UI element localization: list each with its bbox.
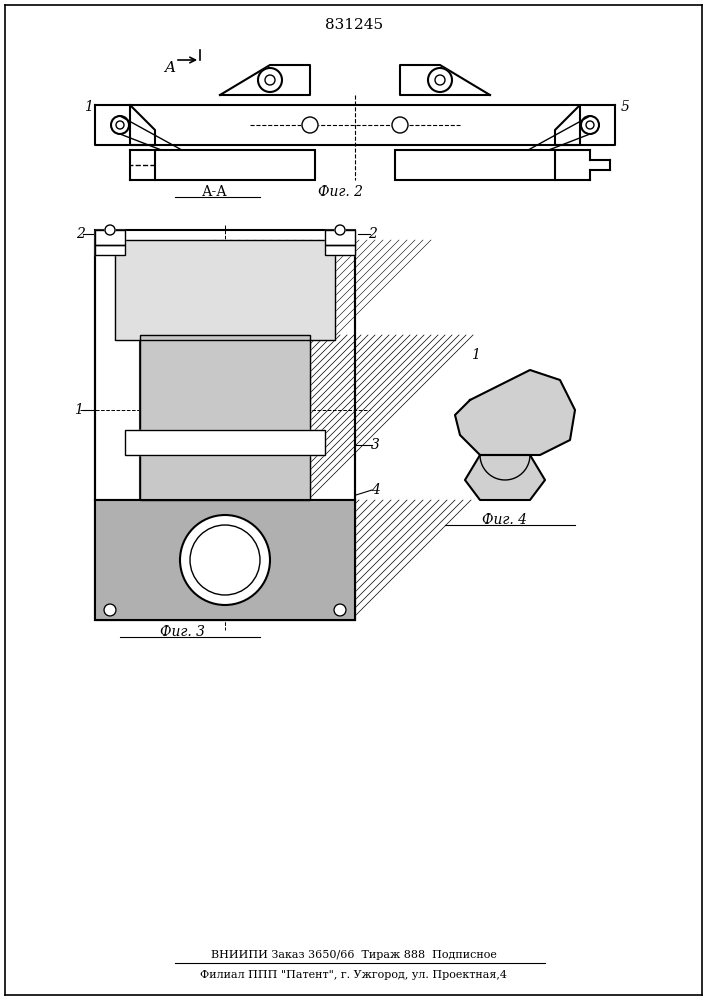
Text: 831245: 831245 (325, 18, 383, 32)
Circle shape (302, 117, 318, 133)
Text: Фиг. 3: Фиг. 3 (160, 625, 206, 639)
Circle shape (258, 68, 282, 92)
Bar (115, 240, 335, 340)
Circle shape (180, 515, 270, 605)
Text: ВНИИПИ Заказ 3650/66  Тираж 888  Подписное: ВНИИПИ Заказ 3650/66 Тираж 888 Подписное (211, 950, 497, 960)
Bar (95, 230, 355, 620)
Polygon shape (95, 105, 155, 145)
Text: А-А: А-А (202, 185, 228, 199)
Polygon shape (400, 65, 490, 95)
Bar (325, 230, 355, 245)
Bar (95, 500, 355, 620)
Bar (125, 430, 325, 455)
Text: 5: 5 (621, 100, 629, 114)
Bar (140, 335, 310, 500)
Text: 3: 3 (370, 438, 380, 452)
Bar (125, 430, 325, 455)
Text: 1: 1 (74, 403, 83, 417)
Polygon shape (465, 455, 545, 500)
Polygon shape (555, 105, 615, 145)
Circle shape (105, 225, 115, 235)
Bar (155, 150, 315, 180)
Text: A: A (165, 61, 175, 75)
Polygon shape (455, 370, 575, 455)
Text: Филиал ППП "Патент", г. Ужгород, ул. Проектная,4: Филиал ППП "Патент", г. Ужгород, ул. Про… (201, 970, 508, 980)
Bar (115, 240, 335, 340)
Text: 1: 1 (83, 100, 93, 114)
Text: Фиг. 2: Фиг. 2 (317, 185, 363, 199)
Text: 2: 2 (76, 227, 84, 241)
Bar (95, 230, 125, 245)
Bar (95, 245, 125, 255)
Text: 1: 1 (471, 348, 479, 362)
Bar (140, 335, 310, 500)
Bar (95, 245, 125, 255)
Bar (95, 230, 125, 245)
Bar (155, 150, 315, 180)
Bar (95, 230, 355, 620)
Circle shape (104, 604, 116, 616)
Circle shape (428, 68, 452, 92)
Polygon shape (220, 65, 310, 95)
Bar (95, 500, 355, 620)
Circle shape (392, 117, 408, 133)
Bar (395, 150, 555, 180)
Text: 2: 2 (368, 227, 378, 241)
Text: 4: 4 (370, 483, 380, 497)
Circle shape (334, 604, 346, 616)
Bar (395, 150, 555, 180)
Bar (325, 245, 355, 255)
Circle shape (335, 225, 345, 235)
Polygon shape (130, 105, 580, 145)
Bar (325, 245, 355, 255)
Text: Фиг. 4: Фиг. 4 (482, 513, 527, 527)
Bar (325, 230, 355, 245)
